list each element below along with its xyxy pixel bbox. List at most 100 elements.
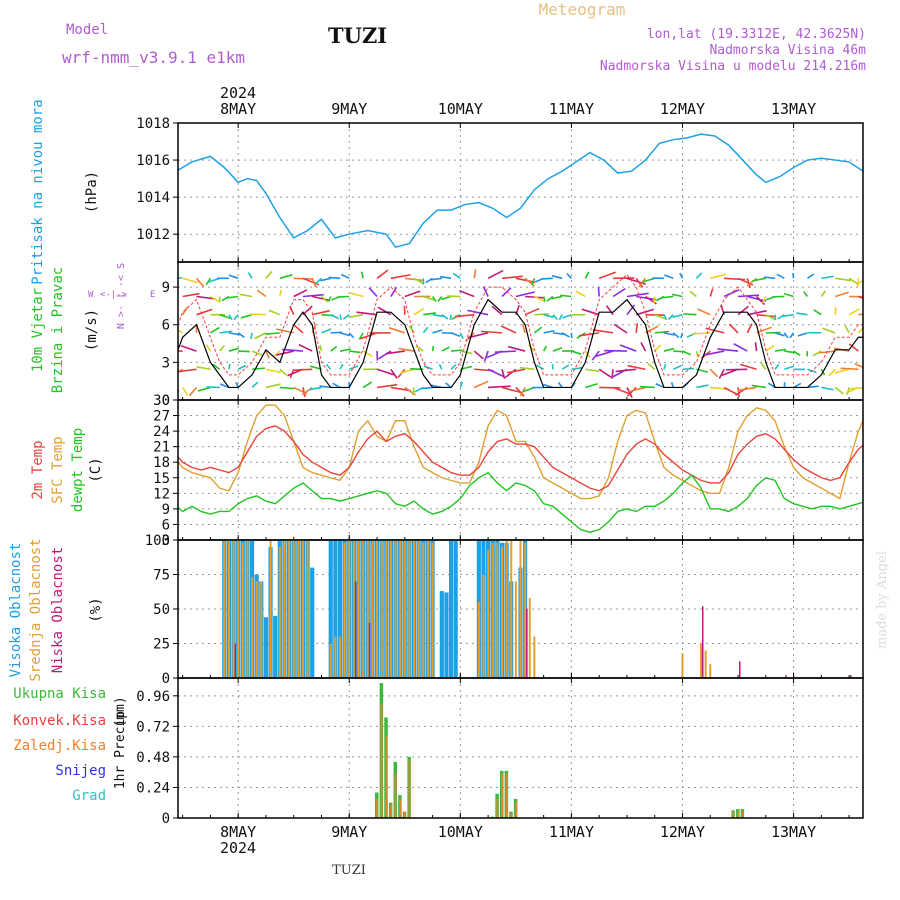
- wind-barb: [292, 323, 304, 334]
- wind-barb: [793, 382, 802, 389]
- wind-barb: [152, 351, 155, 356]
- wind-barb: [250, 332, 253, 339]
- wind-barb: [774, 332, 785, 337]
- wind-barb: [480, 330, 503, 334]
- wind-barb: [441, 295, 452, 301]
- ytick-label: 27: [153, 409, 170, 425]
- precip-label: 1hr Precip: [113, 711, 128, 789]
- wind-barb: [552, 314, 559, 321]
- wind-barb: [640, 342, 647, 352]
- wind-barb: [783, 332, 789, 339]
- wind-barb: [737, 305, 749, 316]
- wind-barb: [325, 363, 332, 370]
- cloud-mid-bar: [505, 540, 508, 678]
- precip-conv-bar: [376, 798, 379, 818]
- wind-barb: [205, 277, 212, 286]
- wind-barb: [877, 333, 892, 334]
- wind-barb: [737, 277, 754, 286]
- precip-conv-bar: [403, 811, 406, 818]
- wind-barb: [886, 350, 897, 351]
- model-name: wrf-nmm_v3.9.1 e1km: [62, 48, 245, 67]
- wind-barb: [828, 368, 836, 377]
- wind-barb: [196, 295, 216, 300]
- station-title: TUZI: [328, 23, 387, 48]
- wind-barb: [635, 323, 639, 333]
- wind-barb: [342, 314, 350, 320]
- wind-barb: [672, 364, 682, 370]
- wind-barb: [320, 277, 331, 282]
- wind-barb: [228, 363, 231, 370]
- wind-barb: [309, 365, 322, 371]
- wind-barb: [613, 323, 628, 334]
- wind-barb: [437, 295, 443, 302]
- wind-barb: [251, 367, 266, 371]
- wind-barb: [339, 314, 342, 321]
- wind-barb: [454, 313, 475, 318]
- precip-conv-bar: [514, 801, 517, 818]
- wind-barb: [388, 326, 406, 334]
- wind-barb: [144, 333, 155, 335]
- wind-barb: [542, 296, 546, 302]
- wind-barb: [697, 308, 711, 316]
- wind-barb: [430, 277, 442, 281]
- wind-barb: [611, 369, 614, 379]
- wind-barb: [877, 346, 887, 351]
- pressure-line: [178, 133, 863, 249]
- wind-barb: [226, 295, 239, 299]
- wind-barb: [473, 350, 484, 360]
- wind-gust-line: [178, 273, 863, 376]
- wind-barb: [408, 325, 415, 334]
- cloud-low-bar: [702, 606, 704, 678]
- ytick-label: 1014: [136, 190, 170, 206]
- wind-barb: [797, 332, 808, 337]
- cloud-low-bar: [526, 609, 528, 678]
- cloud-mid-bar: [357, 540, 360, 678]
- wind-barb: [268, 309, 281, 316]
- wind-barb: [871, 297, 877, 303]
- precip-conv-bar: [496, 798, 499, 818]
- wind-barb: [501, 287, 512, 298]
- wind-barb: [571, 366, 583, 371]
- legend-conv: Konvek.Kisa: [13, 713, 106, 729]
- wind-barb: [754, 342, 758, 352]
- cloud-mid-bar: [422, 542, 425, 678]
- wind-barb: [840, 367, 859, 371]
- wind-barb: [895, 351, 900, 353]
- cloud-mid-bar: [514, 581, 517, 678]
- wind-barb: [834, 307, 837, 315]
- cloud-high-bar: [328, 540, 333, 678]
- ytick-label: 0: [162, 393, 170, 409]
- bottom-day-label: 12MAY: [660, 823, 705, 841]
- ytick-label: 12: [153, 486, 170, 502]
- wind-barb: [196, 366, 211, 371]
- wind-barb: [584, 271, 590, 279]
- wind-barb: [348, 332, 355, 339]
- wind-barb: [311, 323, 317, 334]
- wind-barb: [196, 308, 213, 316]
- wind-barb: [887, 315, 895, 319]
- wind-barb: [877, 315, 884, 321]
- temp2m-line: [178, 425, 863, 492]
- wind-barb: [558, 314, 563, 321]
- wind-barb: [663, 314, 668, 321]
- wind-barb: [432, 329, 443, 334]
- panels: 1012101410161018036936912151821242730025…: [136, 116, 900, 827]
- cloud-mid-bar: [487, 549, 490, 678]
- wind-barb: [626, 304, 636, 316]
- panel-frame: [177, 399, 864, 541]
- wind-barb: [356, 311, 378, 316]
- cloud-mid-bar: [301, 540, 304, 678]
- ytick-label: 6: [162, 318, 170, 334]
- wind-barb: [598, 368, 612, 378]
- wind-barb: [362, 381, 373, 389]
- legend-grad: Grad: [72, 788, 106, 804]
- wind-barb: [862, 279, 863, 281]
- wind-barb: [546, 295, 554, 302]
- wind-barb: [756, 326, 772, 334]
- wind-barb: [647, 362, 656, 370]
- wind-barb: [776, 273, 785, 280]
- wind-barb: [501, 386, 521, 393]
- panel-pressure: 1012 1014 1016 1018: [136, 116, 864, 263]
- cloud-mid-bar: [413, 540, 416, 678]
- wind-barb: [689, 290, 697, 298]
